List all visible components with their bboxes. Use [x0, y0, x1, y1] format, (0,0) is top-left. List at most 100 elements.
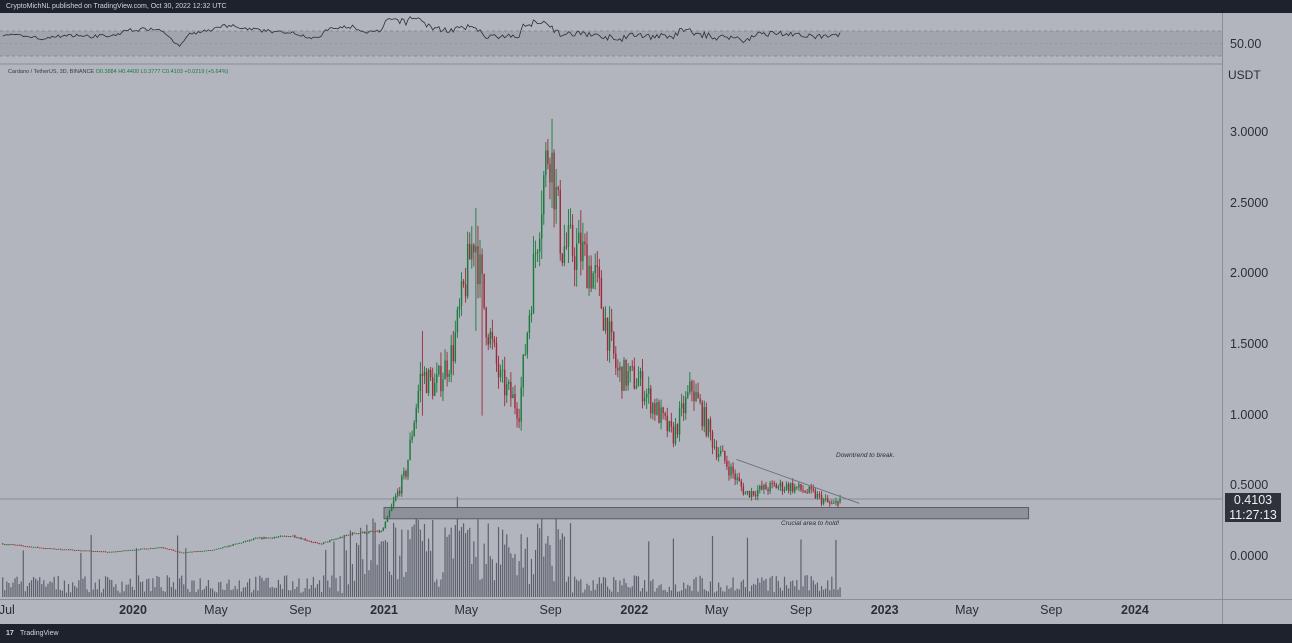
volume-bar	[154, 587, 156, 597]
candle-body	[680, 403, 683, 409]
tradingview-logo[interactable]: 17	[6, 630, 14, 637]
volume-bar	[777, 580, 779, 597]
volume-bar	[510, 553, 512, 597]
candle-body	[55, 549, 57, 550]
candle-body	[436, 374, 438, 383]
candle	[658, 399, 660, 424]
volume-bar	[590, 590, 592, 597]
candle-body	[744, 493, 747, 495]
candle	[199, 551, 201, 552]
candle	[8, 544, 10, 546]
candle-body	[123, 550, 125, 552]
candle	[312, 541, 315, 543]
candle	[598, 258, 601, 297]
candle	[158, 547, 160, 549]
volume-bar	[199, 578, 201, 597]
candle-body	[573, 256, 576, 270]
support-zone-layer	[0, 498, 1222, 520]
candle	[666, 407, 668, 438]
candle	[187, 551, 189, 553]
candle	[285, 535, 288, 537]
candle-body	[322, 542, 325, 544]
volume-bar	[386, 542, 389, 597]
volume-bar	[234, 585, 236, 597]
volume-bar	[452, 558, 454, 597]
candle-body	[434, 382, 436, 396]
tradingview-brand[interactable]: TradingView	[20, 630, 59, 637]
volume-bar	[300, 592, 302, 597]
time-axis[interactable]	[0, 599, 1222, 625]
candle-body	[246, 540, 249, 542]
volume-bar	[489, 556, 491, 597]
candle-body	[255, 537, 257, 539]
candle	[43, 547, 45, 549]
candle	[625, 359, 627, 391]
candle-body	[553, 152, 555, 210]
candle-body	[199, 551, 201, 552]
candle-body	[195, 551, 197, 553]
volume-bar	[462, 523, 465, 597]
candle	[806, 488, 808, 494]
candle-body	[806, 492, 808, 494]
candle-body	[596, 265, 599, 267]
volume-bar	[67, 584, 70, 597]
volume-bar	[90, 535, 92, 597]
volume-bar	[123, 591, 125, 597]
candle-body	[580, 232, 582, 262]
volume-bar	[781, 590, 784, 597]
volume-bar	[341, 592, 343, 597]
volume-bar	[668, 586, 670, 597]
candle	[682, 395, 685, 421]
volume-bar	[176, 535, 179, 597]
candle	[460, 272, 463, 316]
candle	[267, 537, 269, 539]
candle	[506, 376, 508, 403]
candle-body	[298, 537, 300, 539]
candle-body	[285, 536, 288, 537]
candle-body	[306, 540, 308, 542]
volume-bar	[290, 590, 292, 597]
candle-body	[824, 498, 827, 500]
candle-body	[353, 532, 356, 534]
candle	[466, 231, 469, 299]
candle	[121, 550, 123, 552]
candle	[631, 360, 633, 372]
candle-body	[18, 544, 20, 546]
candle-body	[565, 246, 568, 248]
candle	[831, 499, 833, 505]
candle-body	[160, 547, 162, 549]
volume-bar	[565, 581, 568, 597]
volume-bar	[720, 587, 722, 597]
candle-body	[417, 391, 420, 409]
volume-bar	[621, 585, 623, 597]
candle-body	[796, 486, 798, 488]
volume-bar	[360, 527, 362, 597]
volume-bar	[701, 578, 703, 597]
candle-body	[672, 426, 675, 444]
candle	[12, 543, 14, 546]
volume-bar	[144, 591, 146, 597]
volume-bar	[14, 578, 16, 597]
candle	[413, 419, 415, 437]
candle-body	[139, 548, 142, 550]
candle	[822, 497, 825, 506]
candle	[783, 486, 786, 494]
candle	[551, 118, 553, 208]
candle-body	[738, 477, 740, 482]
candle-body	[818, 494, 821, 495]
chart-pane[interactable]	[0, 13, 1222, 599]
candle	[244, 540, 247, 543]
volume-bar	[209, 588, 212, 597]
candle	[493, 336, 496, 348]
volume-bar	[329, 587, 331, 597]
candle	[376, 530, 378, 532]
candle	[269, 537, 271, 539]
candle	[248, 539, 251, 542]
candle-body	[487, 337, 489, 345]
candle-body	[57, 548, 59, 550]
candle-body	[693, 391, 695, 402]
rsi-level-label: 50.00	[1230, 37, 1262, 51]
candle	[761, 480, 763, 491]
x-tick-label: May	[704, 603, 729, 617]
